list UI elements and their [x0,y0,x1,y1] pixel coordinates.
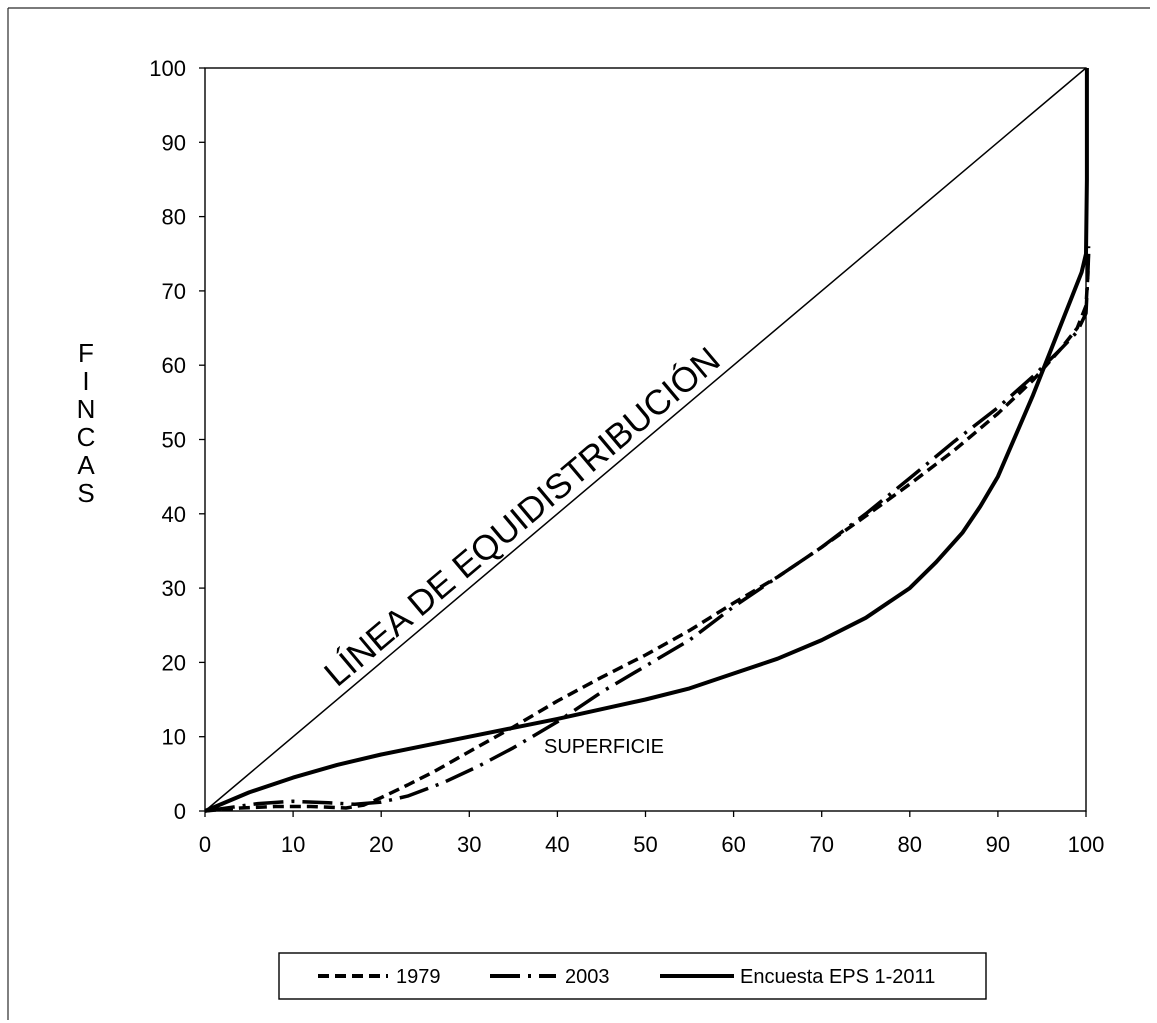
x-tick-label: 70 [809,832,833,857]
x-axis-ticks: 0 10 20 30 40 50 60 70 80 90 100 [199,811,1104,857]
y-tick-label: 0 [174,799,186,824]
legend: 1979 2003 Encuesta EPS 1-2011 [278,952,987,1000]
x-tick-label: 10 [281,832,305,857]
x-tick-label: 60 [721,832,745,857]
series-line-3 [204,68,1089,813]
y-tick-label: 50 [162,428,186,453]
equidistribution-line [204,67,1087,812]
legend-label-eps: Encuesta EPS 1-2011 [740,966,935,988]
equidistribution-annotation: LÍNEA DE EQUIDISTRIBUCIÓN [317,340,727,694]
legend-label-1979: 1979 [396,966,441,988]
x-tick-label: 0 [199,832,211,857]
y-tick-label: 60 [162,353,186,378]
x-axis-title: SUPERFICIE [544,736,664,758]
y-tick-label: 10 [162,725,186,750]
y-tick-label: 40 [162,502,186,527]
legend-box [278,952,987,1000]
y-tick-label: 80 [162,205,186,230]
series-line-2 [204,253,1091,813]
y-axis-title-letter: A [77,450,95,480]
x-tick-label: 40 [545,832,569,857]
y-axis-title-letter: S [77,478,94,508]
x-tick-label: 50 [633,832,657,857]
x-tick-label: 30 [457,832,481,857]
x-tick-label: 90 [986,832,1010,857]
x-tick-label: 80 [898,832,922,857]
y-axis-title-letter: N [77,394,96,424]
y-axis-title-letter: I [82,366,89,396]
y-axis-title-letter: F [78,338,94,368]
y-tick-label: 20 [162,650,186,675]
y-tick-label: 70 [162,279,186,304]
x-tick-label: 100 [1068,832,1105,857]
y-axis-ticks: 0 10 20 30 40 50 60 70 80 90 100 [149,56,205,824]
figure-border [7,7,1150,1020]
y-axis-title-letter: C [77,422,96,452]
x-tick-label: 20 [369,832,393,857]
legend-label-2003: 2003 [565,966,610,988]
series-line-1 [204,246,1091,813]
y-tick-label: 90 [162,130,186,155]
series-group [204,68,1091,813]
y-tick-label: 100 [149,56,186,81]
y-tick-label: 30 [162,576,186,601]
